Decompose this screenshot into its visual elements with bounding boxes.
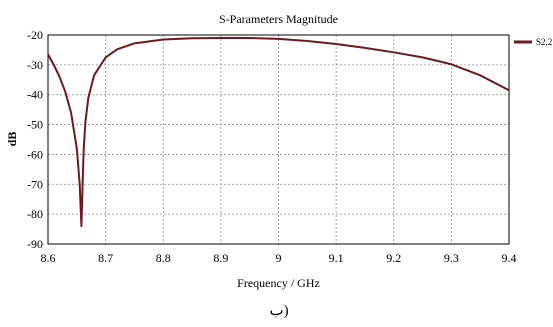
legend: S2,2	[514, 37, 552, 47]
y-tick-label: -30	[27, 58, 43, 72]
y-tick-label: -40	[27, 88, 43, 102]
grid-lines	[48, 35, 509, 244]
x-tick-label: 8.8	[156, 251, 171, 265]
series-line-s22	[47, 36, 510, 228]
plot-frame	[47, 34, 510, 245]
x-tick-label: 9.3	[444, 251, 459, 265]
y-tick-label: -60	[27, 147, 43, 161]
chart-title: S-Parameters Magnitude	[219, 12, 338, 26]
y-tick-label: -50	[27, 118, 43, 132]
figure-caption: ب)	[269, 303, 288, 319]
x-tick-label: 8.9	[213, 251, 228, 265]
x-tick-label: 8.7	[98, 251, 113, 265]
x-tick-label: 9.4	[502, 251, 517, 265]
x-tick-label: 9	[276, 251, 282, 265]
y-tick-label: -90	[27, 237, 43, 251]
y-tick-label: -80	[27, 207, 43, 221]
x-tick-label: 9.1	[329, 251, 344, 265]
x-axis-title: Frequency / GHz	[237, 276, 320, 290]
x-tick-labels: 8.6 8.7 8.8 8.9 9 9.1 9.2 9.3 9.4	[41, 251, 517, 265]
series-lines	[47, 36, 510, 228]
x-tick-label: 9.2	[386, 251, 401, 265]
legend-label-s22: S2,2	[536, 37, 552, 47]
y-axis-title: dB	[5, 132, 19, 147]
y-tick-label: -20	[27, 28, 43, 42]
y-tick-label: -70	[27, 177, 43, 191]
x-tick-label: 8.6	[41, 251, 56, 265]
y-tick-labels: -20 -30 -40 -50 -60 -70 -80 -90	[27, 28, 43, 251]
